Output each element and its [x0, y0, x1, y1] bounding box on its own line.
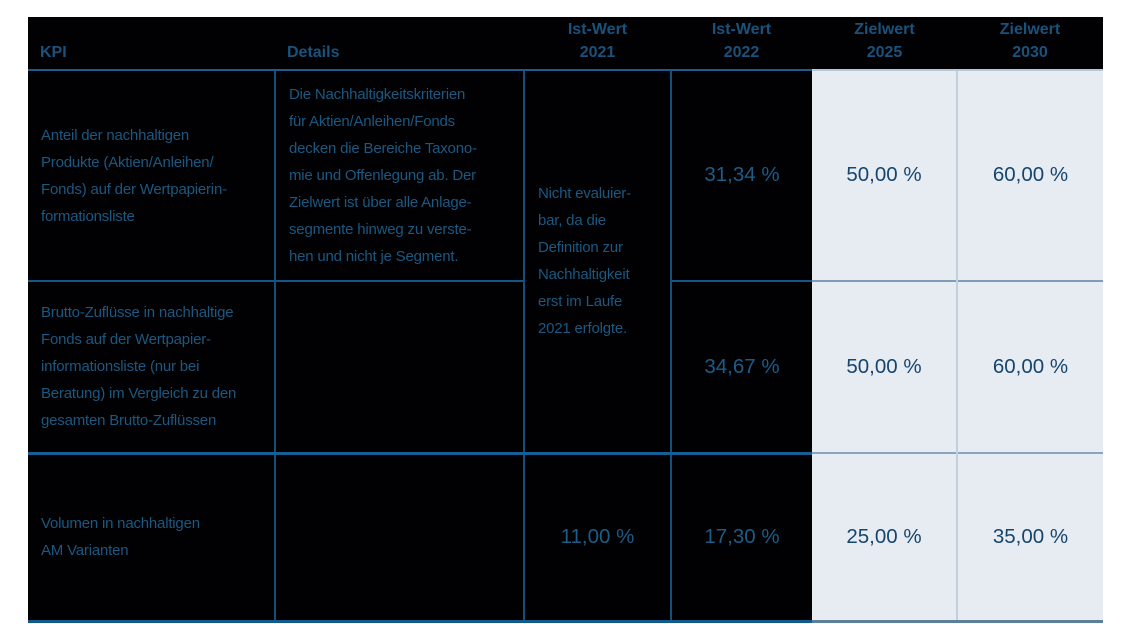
- column-header-ist-wert-2022: Ist-Wert 2022: [671, 17, 812, 71]
- header-line-1: Ist-Wert: [567, 21, 628, 38]
- table-row: Anteil der nachhaltigen Produkte (Aktien…: [28, 70, 1103, 453]
- details-cell: [275, 280, 525, 453]
- kpi-cell: Brutto-Zuflüsse in nachhaltige Fonds auf…: [28, 280, 276, 453]
- ist-wert-2022-value: 17,30 %: [671, 451, 812, 623]
- ist-wert-2021-value: 11,00 %: [524, 451, 672, 623]
- zielwert-2025-value: 50,00 %: [812, 70, 958, 281]
- header-line-1: Zielwert: [854, 21, 915, 38]
- ist-wert-2022-value: 31,34 %: [671, 70, 812, 281]
- zielwert-2025-value: 50,00 %: [812, 280, 958, 453]
- header-line-1: Zielwert: [999, 21, 1061, 38]
- ist-wert-2021-merged-note-cell: Nicht evaluier- bar, da die Definition z…: [524, 70, 672, 453]
- zielwert-2025-value: 25,00 %: [812, 452, 958, 623]
- column-header-ist-wert-2021: Ist-Wert 2021: [524, 17, 671, 71]
- column-header-details: Details: [275, 17, 524, 71]
- header-line-2: 2022: [723, 44, 760, 61]
- header-line-2: 2030: [1012, 44, 1048, 61]
- ist-wert-2022-value: 34,67 %: [671, 280, 812, 453]
- table-row: Volumen in nachhaltigen AM Varianten 11,…: [28, 451, 1103, 623]
- details-cell: [275, 451, 525, 623]
- header-line-1: Ist-Wert: [711, 21, 772, 38]
- table-row: Brutto-Zuflüsse in nachhaltige Fonds auf…: [28, 280, 1103, 453]
- zielwert-2030-value: 35,00 %: [957, 452, 1103, 623]
- kpi-cell: Volumen in nachhaltigen AM Varianten: [28, 451, 276, 623]
- zielwert-2030-value: 60,00 %: [957, 280, 1103, 453]
- header-line-2: 2021: [579, 44, 616, 61]
- column-header-kpi: KPI: [28, 17, 275, 71]
- zielwert-2030-value: 60,00 %: [957, 70, 1103, 281]
- header-row: KPI Details Ist-Wert 2021 Ist-Wert 2022 …: [28, 17, 1103, 71]
- header-line-2: 2025: [866, 44, 903, 61]
- kpi-target-table: KPI Details Ist-Wert 2021 Ist-Wert 2022 …: [28, 17, 1103, 623]
- column-header-zielwert-2025: Zielwert 2025: [812, 17, 957, 71]
- kpi-cell: Anteil der nachhaltigen Produkte (Aktien…: [28, 70, 276, 281]
- column-header-zielwert-2030: Zielwert 2030: [957, 17, 1103, 71]
- details-cell: Die Nachhaltigkeitskriterien für Aktien/…: [275, 70, 525, 281]
